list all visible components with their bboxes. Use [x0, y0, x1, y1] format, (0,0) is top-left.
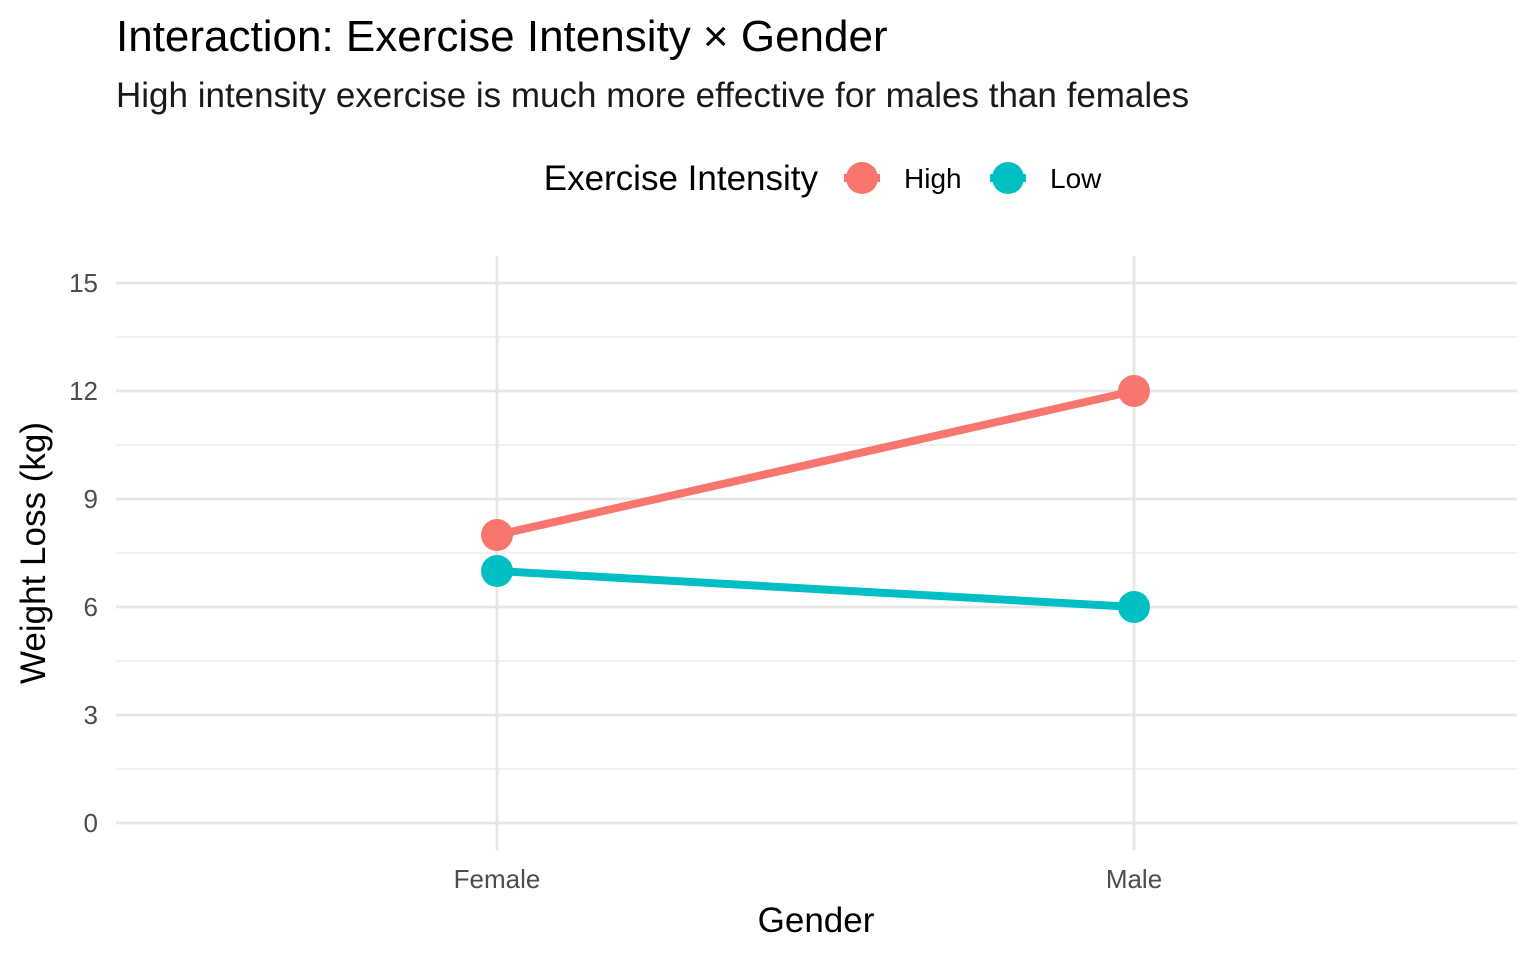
series-layer — [481, 375, 1150, 623]
y-axis-ticks: 0 3 6 9 12 15 — [69, 268, 98, 838]
grid — [116, 256, 1517, 850]
y-tick-label: 9 — [84, 484, 98, 514]
y-tick-label: 6 — [84, 592, 98, 622]
legend-key-point — [992, 162, 1024, 194]
legend-title: Exercise Intensity — [544, 159, 819, 198]
y-tick-label: 3 — [84, 700, 98, 730]
data-point-high — [481, 519, 513, 551]
y-axis-title: Weight Loss (kg) — [14, 422, 53, 684]
x-tick-label: Male — [1106, 864, 1162, 894]
chart-title: Interaction: Exercise Intensity × Gender — [116, 12, 888, 61]
legend-label: Low — [1050, 163, 1102, 194]
legend-label: High — [904, 163, 962, 194]
x-tick-label: Female — [454, 864, 541, 894]
legend-key-point — [846, 162, 878, 194]
x-axis-ticks: Female Male — [454, 864, 1163, 894]
data-point-low — [481, 555, 513, 587]
x-axis-title: Gender — [758, 901, 875, 940]
series-line-high — [496, 387, 1135, 539]
data-point-high — [1118, 375, 1150, 407]
y-tick-label: 0 — [84, 808, 98, 838]
y-tick-label: 15 — [69, 268, 98, 298]
y-tick-label: 12 — [69, 376, 98, 406]
chart-subtitle: High intensity exercise is much more eff… — [116, 76, 1190, 115]
legend: Exercise Intensity High Low — [544, 159, 1102, 198]
series-line-low — [496, 567, 1135, 611]
data-point-low — [1118, 591, 1150, 623]
